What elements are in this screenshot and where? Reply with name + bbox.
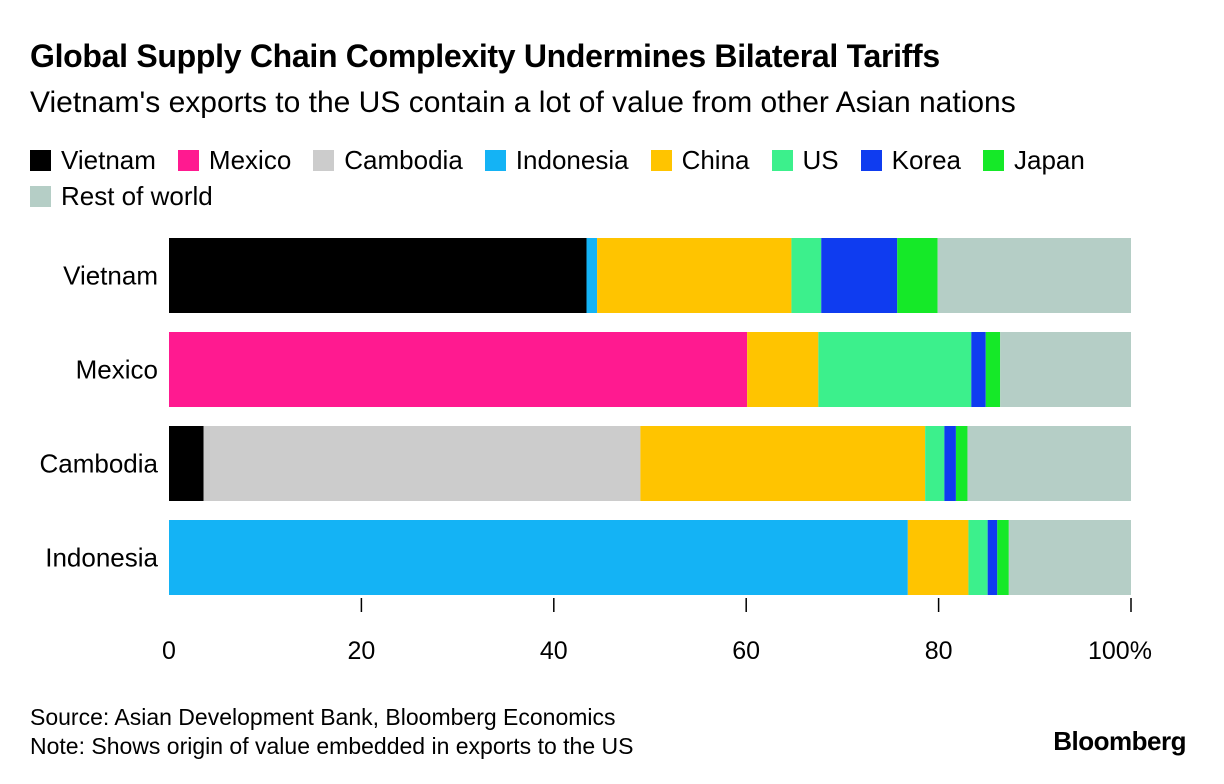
legend-label: China <box>681 144 750 175</box>
category-label-vietnam: Vietnam <box>63 261 158 291</box>
bar-segment-vietnam-rest-of-world <box>937 238 1131 313</box>
bar-segment-vietnam-us <box>791 238 822 313</box>
legend-item-rest-of-world: Rest of world <box>30 181 213 211</box>
legend-label: Japan <box>1014 144 1085 175</box>
legend-label: Cambodia <box>344 144 463 175</box>
legend-swatch-korea <box>860 149 882 171</box>
bar-segment-cambodia-us <box>925 426 945 501</box>
legend-label: Vietnam <box>61 144 156 175</box>
legend-item-us: US <box>771 144 839 175</box>
legend-label: Mexico <box>208 144 292 175</box>
legend-label: Korea <box>891 144 962 175</box>
x-tick-label: 20 <box>347 637 375 665</box>
category-label-mexico: Mexico <box>76 355 158 385</box>
bar-segment-vietnam-china <box>597 238 792 313</box>
bar-segment-indonesia-japan <box>997 520 1009 595</box>
bar-segment-mexico-rest-of-world <box>1000 332 1131 407</box>
legend-swatch-mexico <box>177 149 199 171</box>
bar-segment-indonesia-indonesia <box>169 520 908 595</box>
bar-segment-vietnam-vietnam <box>169 238 587 313</box>
bar-segment-mexico-japan <box>985 332 1001 407</box>
legend-item-indonesia: Indonesia <box>484 144 629 175</box>
x-tick-label: 60 <box>732 637 760 665</box>
legend-label: Indonesia <box>515 144 629 175</box>
bar-segment-vietnam-indonesia <box>586 238 598 313</box>
bar-segment-mexico-korea <box>971 332 986 407</box>
bar-segment-cambodia-korea <box>944 426 956 501</box>
x-tick-label: 0 <box>162 637 176 665</box>
bar-segment-cambodia-vietnam <box>169 426 204 501</box>
bar-segment-mexico-us <box>818 332 972 407</box>
legend-item-japan: Japan <box>983 145 1085 175</box>
bar-segment-mexico-mexico <box>169 332 748 407</box>
bar-segment-mexico-china <box>747 332 819 407</box>
legend-swatch-cambodia <box>313 149 335 171</box>
bar-segment-indonesia-rest-of-world <box>1008 520 1131 595</box>
chart-title: Global Supply Chain Complexity Undermine… <box>30 38 940 74</box>
source-note: Source: Asian Development Bank, Bloomber… <box>30 704 616 730</box>
legend-swatch-indonesia <box>484 149 506 171</box>
x-tick-label: 80 <box>925 637 953 665</box>
bar-segment-indonesia-china <box>907 520 969 595</box>
legend-item-cambodia: Cambodia <box>313 145 463 175</box>
legend-label: Rest of world <box>61 180 213 211</box>
bar-segment-vietnam-japan <box>897 238 938 313</box>
bar-segment-vietnam-korea <box>821 238 898 313</box>
legend-swatch-vietnam <box>30 149 51 171</box>
legend: Vietnam Mexico Cambodia Indonesia China US Kor… <box>30 145 1210 211</box>
x-tick-label: 100% <box>1088 637 1152 665</box>
bar-segment-indonesia-korea <box>987 520 998 595</box>
x-tick-label: 40 <box>540 637 568 665</box>
legend-label: US <box>802 144 839 175</box>
legend-item-korea: Korea <box>860 144 962 175</box>
bar-segment-cambodia-china <box>640 426 926 501</box>
bloomberg-logo: Bloomberg <box>1053 726 1186 756</box>
category-label-indonesia: Indonesia <box>45 543 158 573</box>
legend-swatch-us <box>771 149 793 171</box>
legend-swatch-china <box>650 149 672 171</box>
category-label-cambodia: Cambodia <box>39 449 158 479</box>
bar-segment-cambodia-rest-of-world <box>967 426 1131 501</box>
chart-subtitle: Vietnam's exports to the US contain a lo… <box>30 86 1016 119</box>
legend-item-vietnam: Vietnam <box>30 145 156 175</box>
bar-segment-indonesia-us <box>968 520 988 595</box>
footnote: Note: Shows origin of value embedded in … <box>30 733 634 759</box>
legend-item-mexico: Mexico <box>177 144 292 175</box>
legend-swatch-rest-of-world <box>30 185 51 207</box>
legend-item-china: China <box>650 144 750 175</box>
bar-segment-cambodia-japan <box>955 426 968 501</box>
bar-segment-cambodia-cambodia <box>203 426 641 501</box>
legend-swatch-japan <box>983 149 1005 171</box>
